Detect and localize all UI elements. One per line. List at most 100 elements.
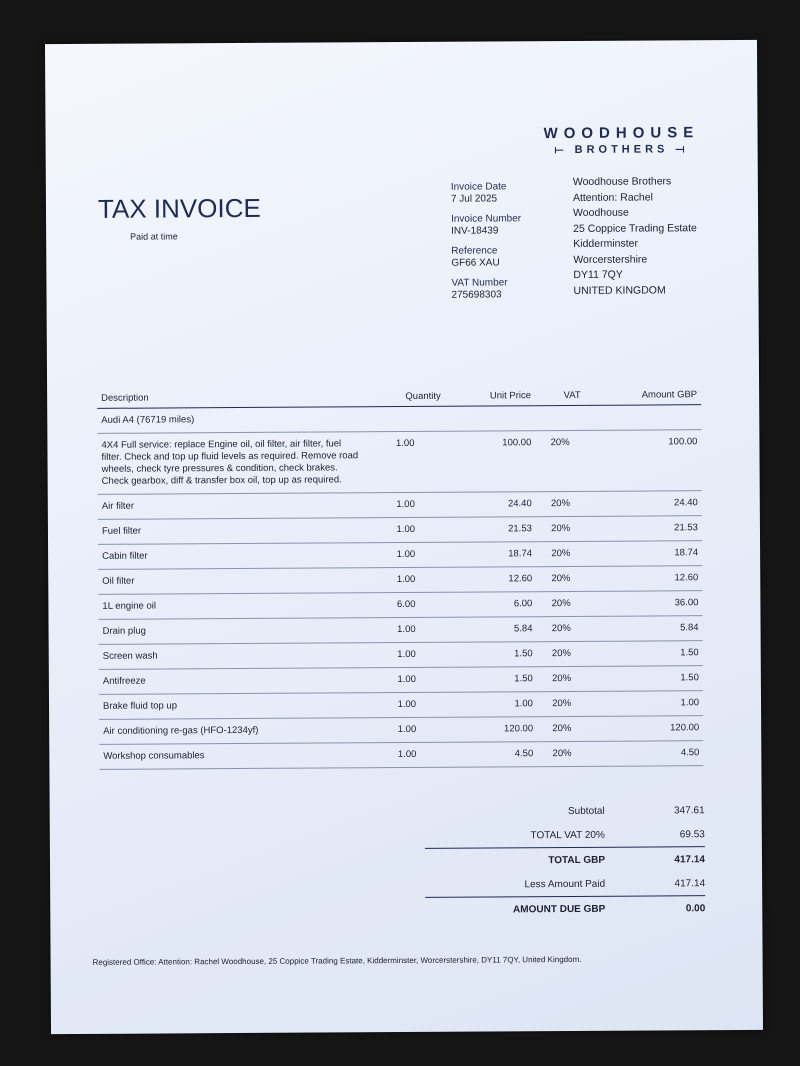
item-amount: 100.00 [584,429,702,492]
page-title: TAX INVOICE [97,192,261,224]
item-amount: 18.74 [585,540,703,567]
reference: GF66 XAU [451,257,500,269]
item-vat: 20% [536,566,586,592]
item-quantity: 6.00 [366,592,447,618]
vat-number: 275698303 [451,289,502,301]
item-description: Antifreeze [98,667,367,695]
paid-label: Less Amount Paid [524,878,606,890]
address-line: UNITED KINGDOM [573,283,666,297]
item-vat: 20% [535,516,586,542]
item-description: Fuel filter [97,517,367,545]
company-address: Woodhouse Brothers Attention: Rachel Woo… [573,174,698,299]
item-amount: 36.00 [585,590,703,617]
address-line: Kidderminster [573,237,639,250]
item-quantity: 1.00 [366,617,447,643]
item-quantity: 1.00 [365,517,446,543]
item-vat: 20% [535,491,586,517]
subtotal-value: 347.61 [674,804,705,816]
item-amount: 24.40 [585,490,702,517]
item-vat: 20% [537,716,587,742]
item-unit-price: 24.40 [445,491,536,518]
item-amount: 1.50 [586,640,703,667]
invoice-date-label: Invoice Date [450,181,507,193]
table-row: Oil filter 1.00 12.60 20% 12.60 [98,565,703,595]
item-amount: 1.50 [586,665,703,692]
item-amount: 4.50 [586,740,704,767]
table-row: Fuel filter 1.00 21.53 20% 21.53 [97,515,703,545]
item-vat: 20% [535,430,586,492]
vat-total-label: TOTAL VAT 20% [530,829,605,841]
item-unit-price: 1.50 [446,641,537,668]
item-quantity: 1.00 [366,667,447,693]
header-quantity: Quantity [365,386,445,407]
total-label: TOTAL GBP [548,854,606,866]
table-row: 1L engine oil 6.00 6.00 20% 36.00 [98,590,703,620]
item-description: Screen wash [98,642,367,670]
item-vat: 20% [536,641,587,667]
vat-total-value: 69.53 [679,828,705,840]
table-row: Brake fluid top up 1.00 1.00 20% 1.00 [98,690,704,720]
item-quantity: 1.00 [366,567,446,593]
item-description: Air conditioning re-gas (HFO-1234yf) [99,717,368,745]
address-line: Woodhouse Brothers [572,175,672,188]
item-description: 4X4 Full service: replace Engine oil, oi… [97,431,366,495]
reference-label: Reference [451,245,498,257]
item-vat: 20% [535,541,586,567]
registered-office: Registered Office: Attention: Rachel Woo… [92,954,582,967]
item-quantity: 1.00 [366,542,446,568]
table-row: Screen wash 1.00 1.50 20% 1.50 [98,640,703,670]
item-unit-price: 12.60 [445,566,537,593]
invoice-meta: Invoice Date 7 Jul 2025 Invoice Number INV… [451,181,522,309]
totals: Subtotal 347.61 TOTAL VAT 20% 69.53 TOTAL … [424,798,706,922]
amount-due-label: AMOUNT DUE GBP [513,903,606,915]
item-unit-price: 120.00 [446,716,538,743]
header-unit-price: Unit Price [444,386,536,407]
item-unit-price: 21.53 [445,516,536,543]
table-row: Workshop consumables 1.00 4.50 20% 4.50 [99,740,704,770]
line-items-table: Description Quantity Unit Price VAT Amou… [97,385,704,770]
logo-line2-text: BROTHERS [574,143,669,156]
item-description: Brake fluid top up [98,692,368,720]
header-amount: Amount GBP [584,385,702,406]
item-quantity: 1.00 [366,692,447,718]
item-description: 1L engine oil [98,592,367,620]
address-line: Woodhouse [572,206,629,219]
item-quantity: 1.00 [365,431,446,493]
item-description: Drain plug [98,617,367,645]
item-quantity: 1.00 [365,492,446,518]
item-quantity: 1.00 [366,642,447,668]
logo-line2: ⟝ BROTHERS ⟞ [554,143,689,157]
item-unit-price: 5.84 [446,616,537,643]
item-unit-price: 6.00 [445,591,537,618]
item-amount: 5.84 [585,615,703,642]
table-row: Air filter 1.00 24.40 20% 24.40 [97,490,702,520]
item-amount: 1.00 [586,690,704,717]
item-vat: 20% [536,666,587,692]
item-unit-price: 18.74 [445,541,537,568]
logo-line1: WOODHOUSE [543,124,700,143]
item-vat: 20% [537,741,587,767]
paid-value: 417.14 [674,877,706,889]
item-description: Air filter [97,492,366,520]
item-description: Workshop consumables [99,742,368,770]
item-unit-price: 1.00 [446,691,538,718]
item-quantity: 1.00 [367,742,448,768]
item-vat: 20% [536,591,586,617]
item-unit-price: 4.50 [446,741,538,768]
item-unit-price: 100.00 [444,430,536,493]
header-vat: VAT [535,385,585,406]
header-description: Description [97,387,366,409]
address-line: 25 Coppice Trading Estate [573,221,697,235]
address-line: Attention: Rachel [572,190,653,204]
invoice-paper: WOODHOUSE ⟝ BROTHERS ⟞ TAX INVOICE Paid … [44,39,764,1035]
item-unit-price: 1.50 [446,666,537,693]
company-logo: WOODHOUSE ⟝ BROTHERS ⟞ [543,124,699,157]
payment-status: Paid at time [130,231,178,242]
vehicle-section: Audi A4 (76719 miles) [97,404,702,434]
table-row: Antifreeze 1.00 1.50 20% 1.50 [98,665,703,695]
table-row: Cabin filter 1.00 18.74 20% 18.74 [98,540,703,570]
item-description: Oil filter [98,567,367,595]
table-row: Drain plug 1.00 5.84 20% 5.84 [98,615,703,645]
table-row: 4X4 Full service: replace Engine oil, oi… [97,429,702,495]
invoice-number: INV-18439 [451,225,499,237]
